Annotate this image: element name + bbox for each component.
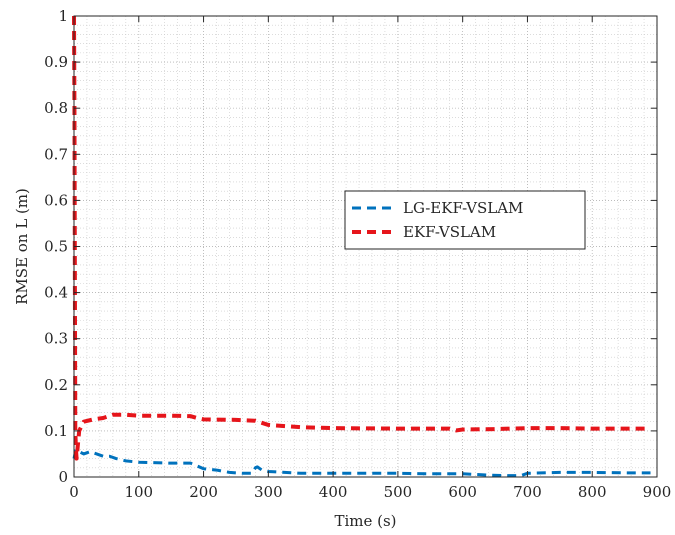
tick-marks (73, 15, 658, 478)
x-tick-label: 200 (189, 483, 218, 501)
y-tick-labels: 0 0.1 0.2 0.3 0.4 0.5 0.6 0.7 0.8 0.9 1 (44, 7, 68, 486)
series-line-lg-ekf-vslam (72, 447, 651, 478)
x-tick-label: 400 (319, 483, 348, 501)
y-tick-label: 0.6 (44, 191, 68, 209)
series-line-ekf-vslam (72, 15, 651, 461)
legend-label-ekf-vslam: EKF-VSLAM (403, 223, 496, 241)
y-tick-label: 0 (58, 468, 68, 486)
x-tick-labels: 0 100 200 300 400 500 600 700 800 900 (69, 483, 671, 501)
y-tick-label: 0.9 (44, 53, 68, 71)
y-tick-label: 0.7 (44, 145, 68, 163)
x-tick-label: 100 (124, 483, 153, 501)
x-tick-label: 700 (513, 483, 542, 501)
y-tick-label: 0.3 (44, 330, 68, 348)
y-axis-label: RMSE on L (m) (13, 188, 31, 305)
y-tick-label: 0.1 (44, 422, 68, 440)
y-tick-label: 0.8 (44, 99, 68, 117)
y-tick-label: 0.2 (44, 376, 68, 394)
x-tick-label: 500 (384, 483, 413, 501)
x-tick-label: 0 (69, 483, 79, 501)
x-axis-label: Time (s) (334, 512, 396, 530)
legend: LG-EKF-VSLAM EKF-VSLAM (344, 190, 586, 250)
series-layer (72, 15, 651, 478)
x-tick-label: 900 (643, 483, 672, 501)
y-tick-label: 0.4 (44, 284, 68, 302)
legend-box (344, 190, 586, 250)
x-tick-label: 800 (578, 483, 607, 501)
y-tick-label: 1 (58, 7, 68, 25)
legend-label-lg-ekf-vslam: LG-EKF-VSLAM (403, 199, 523, 217)
x-tick-label: 300 (254, 483, 283, 501)
y-tick-label: 0.5 (44, 238, 68, 256)
x-tick-label: 600 (448, 483, 477, 501)
